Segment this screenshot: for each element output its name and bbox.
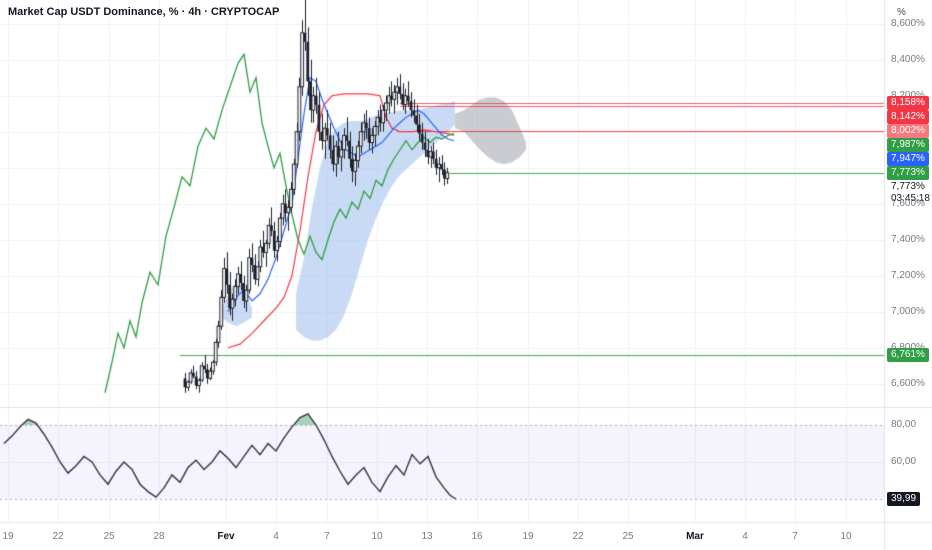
price-tick-label: 7,600% [891,197,925,209]
price-axis[interactable]: % 7,773% 03:45:18 8,600% 8,400% 8,200% 8,00… [885,0,932,522]
price-level-badge: 8,158% [887,96,929,111]
oscillator-tick-label: 60,00 [891,456,917,467]
time-axis-label: Mar [686,531,704,542]
time-axis-label: 7 [324,531,330,542]
time-axis-label: 13 [421,531,433,542]
price-tick-label: 6,800% [891,342,925,354]
price-level-badge: 8,142% [887,110,929,125]
time-axis-label: Fev [217,531,235,542]
last-price-value: 7,773% [891,181,925,192]
oscillator-tick-label: 80,00 [891,419,917,430]
price-level-badge: 7,947% [887,152,929,167]
time-axis-label: 28 [153,531,165,542]
last-price-label: 7,773% 03:45:18 [891,181,930,205]
time-axis-label: 7 [792,531,798,542]
price-tick-label: 7,400% [891,233,925,245]
price-axis-unit: % [897,7,906,18]
price-tick-label: 6,600% [891,377,925,389]
price-level-badge: 7,987% [887,138,929,153]
price-level-badge: 8,002% [887,124,929,139]
time-axis-label: 10 [371,531,383,542]
price-level-badge: 6,761% [887,347,929,362]
price-tick-label: 8,400% [891,53,925,65]
time-axis-label: 22 [572,531,584,542]
time-axis-label: 4 [273,531,279,542]
price-tick-label: 7,200% [891,269,925,281]
last-price-countdown: 03:45:18 [891,193,930,204]
oscillator-value-badge: 39,99 [887,492,921,507]
time-axis-label: 10 [840,531,852,542]
time-axis-label: 19 [2,531,14,542]
price-tick-label: 7,000% [891,305,925,317]
price-level-badge: 7,773% [887,166,929,181]
chart-title: Market Cap USDT Dominance, % · 4h · CRYP… [8,6,280,18]
price-tick-label: 8,600% [891,17,925,29]
time-axis-label: 25 [103,531,115,542]
time-axis-label: 16 [471,531,483,542]
price-tick-label: 8,200% [891,89,925,101]
time-axis-label: 4 [742,531,748,542]
time-axis-label: 25 [622,531,634,542]
time-axis[interactable]: 19 22 25 28 Fev 4 7 10 13 16 19 22 25 Mar 4 7 10 [0,523,932,550]
time-axis-label: 19 [522,531,534,542]
time-axis-label: 22 [52,531,64,542]
